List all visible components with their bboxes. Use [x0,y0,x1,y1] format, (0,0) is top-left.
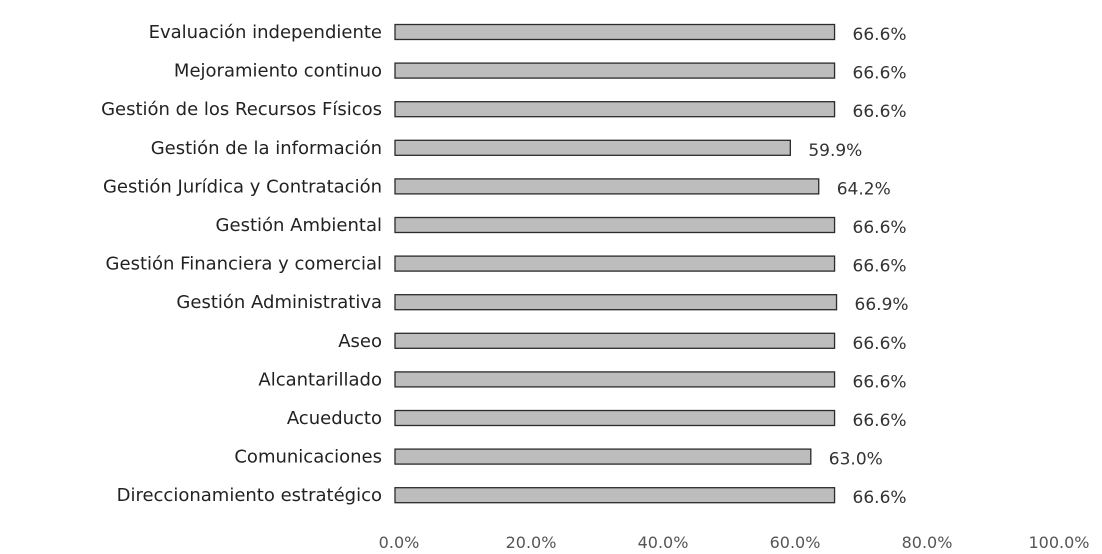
value-label: 66.9% [855,295,909,315]
value-label: 59.9% [808,141,862,161]
category-label: Gestión Administrativa [176,292,382,313]
bar [395,102,835,117]
bar [395,372,835,387]
bar [395,218,835,233]
category-label: Mejoramiento continuo [174,61,382,82]
category-labels-group: Evaluación independiente Mejoramiento con… [101,22,382,506]
x-tick-label: 20.0% [506,533,557,552]
value-label: 66.6% [853,25,907,45]
category-label: Aseo [338,331,382,352]
bar [395,179,819,194]
x-tick-label: 0.0% [379,533,420,552]
x-tick-label: 100.0% [1028,533,1089,552]
value-label: 66.6% [853,218,907,238]
x-tick-label: 60.0% [770,533,821,552]
bar [395,256,835,271]
category-label: Gestión Jurídica y Contratación [103,176,382,197]
category-label: Gestión de los Recursos Físicos [101,99,382,120]
bar [395,295,837,310]
category-label: Gestión de la información [151,138,382,159]
value-label: 66.6% [853,64,907,84]
bar [395,449,811,464]
value-label: 63.0% [829,450,883,470]
x-axis-ticks-group: 0.0% 20.0% 40.0% 60.0% 80.0% 100.0% [379,533,1090,552]
x-tick-label: 40.0% [638,533,689,552]
category-label: Acueducto [287,408,382,429]
bar [395,140,790,155]
bar [395,333,835,348]
value-label: 66.6% [853,372,907,392]
x-tick-label: 80.0% [902,533,953,552]
value-label: 66.6% [853,334,907,354]
category-label: Evaluación independiente [149,22,382,43]
bar [395,411,835,426]
category-label: Gestión Financiera y comercial [106,254,382,275]
bars-group [395,25,837,503]
category-label: Alcantarillado [258,369,382,390]
value-label: 64.2% [837,179,891,199]
category-label: Comunicaciones [234,447,382,468]
bar [395,63,835,78]
bar [395,488,835,503]
category-label: Gestión Ambiental [216,215,382,236]
bar [395,25,835,40]
category-label: Direccionamiento estratégico [117,485,382,506]
value-label: 66.6% [853,411,907,431]
value-label: 66.6% [853,102,907,122]
value-label: 66.6% [853,257,907,277]
value-label: 66.6% [853,488,907,508]
